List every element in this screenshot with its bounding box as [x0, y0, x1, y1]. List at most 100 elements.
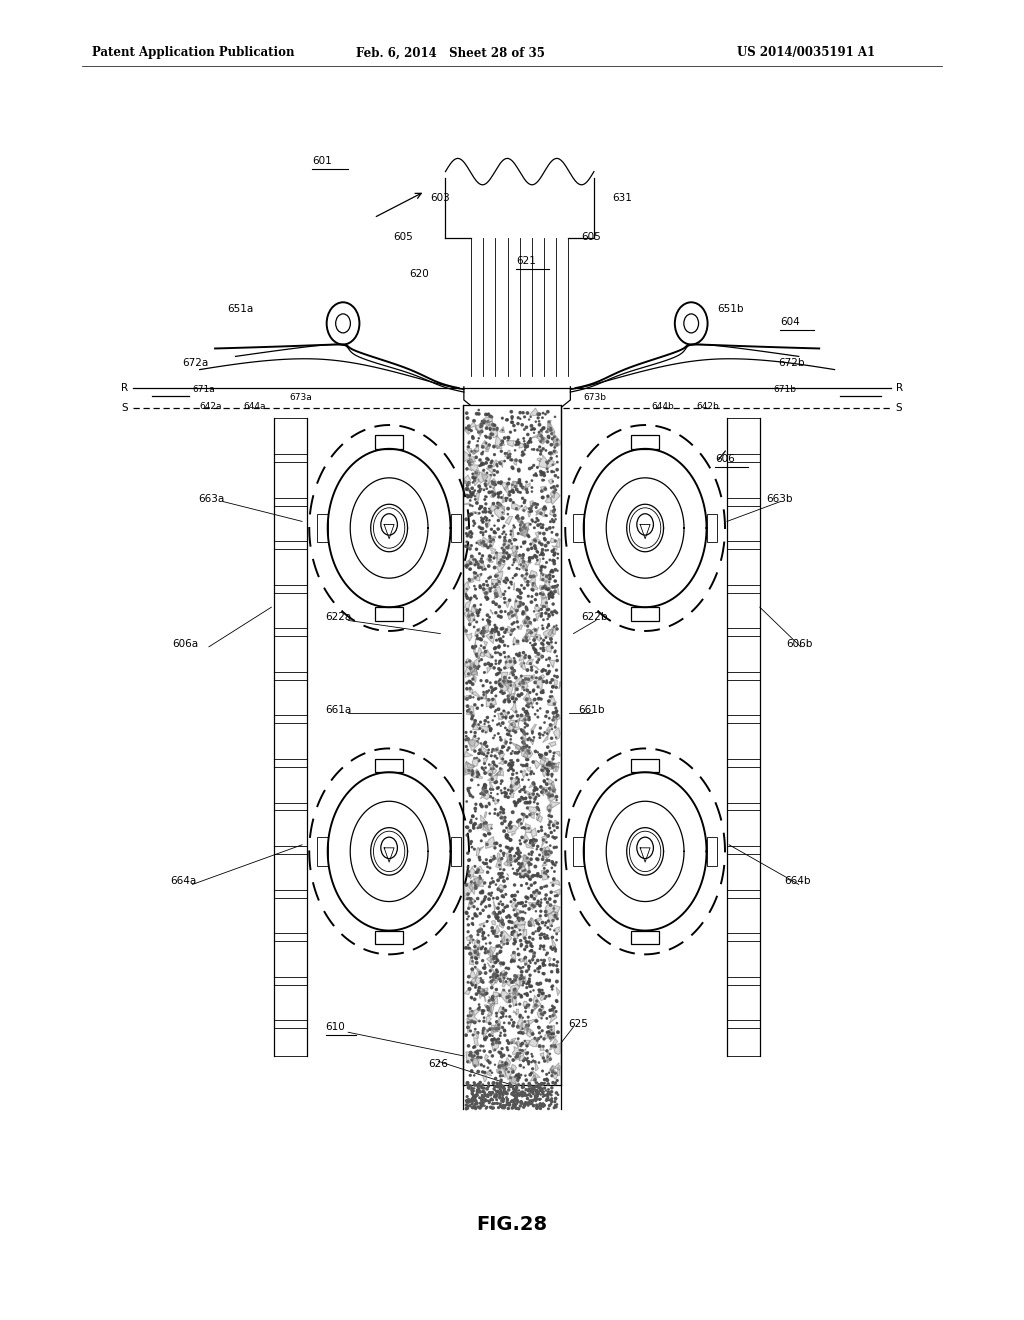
Point: [475, 1081, 492, 1102]
Point: [538, 743, 554, 764]
Point: [477, 825, 494, 846]
Point: [462, 672, 478, 693]
Text: 610: 610: [326, 1022, 345, 1032]
Point: [494, 1038, 510, 1059]
Point: [512, 924, 528, 945]
Point: [504, 1082, 520, 1104]
Point: [534, 632, 550, 653]
Point: [483, 694, 500, 715]
Point: [483, 682, 500, 704]
Point: [516, 578, 532, 599]
Point: [473, 1096, 489, 1117]
Point: [512, 1006, 528, 1027]
Point: [519, 482, 536, 503]
Polygon shape: [501, 936, 505, 944]
Point: [473, 793, 489, 814]
Point: [507, 1089, 523, 1110]
Polygon shape: [548, 912, 556, 927]
Polygon shape: [469, 883, 475, 895]
Point: [476, 638, 493, 659]
Point: [537, 758, 553, 779]
Point: [536, 953, 552, 974]
Point: [530, 920, 547, 941]
Point: [524, 1077, 541, 1098]
Point: [514, 445, 530, 466]
Point: [469, 1085, 485, 1106]
Point: [458, 902, 474, 923]
Point: [484, 482, 501, 503]
Polygon shape: [519, 561, 531, 569]
Point: [544, 1077, 560, 1098]
Point: [529, 700, 546, 721]
Point: [496, 1081, 512, 1102]
Polygon shape: [486, 1015, 492, 1023]
Polygon shape: [481, 416, 493, 422]
Point: [501, 469, 517, 490]
Point: [544, 851, 560, 873]
Point: [532, 928, 549, 949]
Point: [521, 647, 538, 668]
Point: [481, 525, 498, 546]
Point: [478, 671, 495, 692]
Point: [536, 1081, 552, 1102]
Point: [468, 562, 484, 583]
Point: [481, 883, 498, 904]
Point: [471, 982, 487, 1003]
Point: [517, 818, 534, 840]
Point: [539, 925, 555, 946]
Point: [514, 974, 530, 995]
Point: [465, 673, 481, 694]
Point: [536, 939, 552, 960]
Point: [501, 981, 517, 1002]
Point: [545, 756, 561, 777]
Point: [488, 1076, 505, 1097]
Point: [500, 723, 516, 744]
Point: [541, 1082, 557, 1104]
Point: [516, 430, 532, 451]
Polygon shape: [536, 531, 539, 537]
Point: [461, 606, 477, 627]
Point: [512, 920, 528, 941]
Point: [506, 634, 522, 655]
Point: [467, 1019, 483, 1040]
Point: [505, 1084, 521, 1105]
Point: [530, 601, 547, 622]
Point: [498, 731, 514, 752]
Point: [496, 821, 512, 842]
Point: [501, 535, 517, 556]
Point: [512, 791, 528, 812]
Point: [489, 462, 506, 483]
Point: [529, 549, 546, 570]
Point: [531, 924, 548, 945]
Point: [475, 1077, 492, 1098]
Point: [500, 473, 516, 494]
Point: [482, 697, 499, 718]
Point: [526, 630, 543, 651]
Point: [476, 1089, 493, 1110]
Point: [502, 817, 518, 838]
Point: [501, 645, 517, 667]
Point: [541, 428, 557, 449]
Point: [501, 1045, 517, 1067]
Polygon shape: [505, 450, 510, 457]
Point: [460, 861, 476, 882]
Point: [462, 998, 478, 1019]
Point: [473, 1047, 489, 1068]
Point: [472, 849, 488, 870]
Point: [493, 891, 509, 912]
Point: [475, 618, 492, 639]
Point: [474, 796, 490, 817]
Point: [495, 900, 511, 921]
Polygon shape: [542, 859, 548, 866]
Point: [504, 1090, 520, 1111]
Point: [478, 735, 495, 756]
Point: [493, 962, 509, 983]
Point: [497, 807, 513, 828]
Point: [515, 731, 531, 752]
Polygon shape: [481, 631, 489, 636]
Point: [526, 960, 543, 981]
Point: [493, 471, 509, 492]
Point: [516, 652, 532, 673]
Point: [510, 645, 526, 667]
Point: [460, 921, 476, 942]
